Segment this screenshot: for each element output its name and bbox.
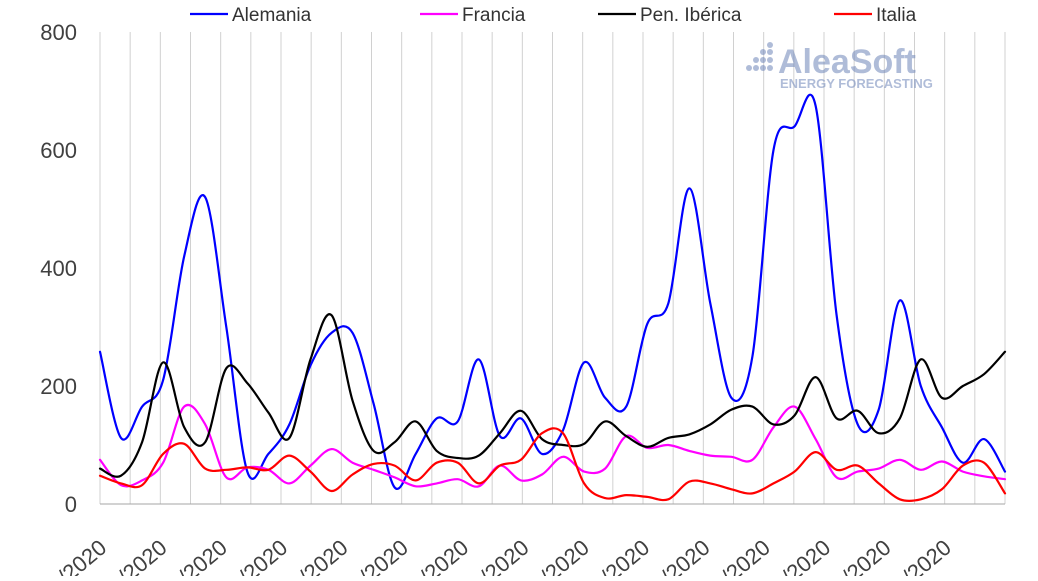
legend: Alemania Francia Pen. Ibérica Italia [190, 5, 917, 26]
x-tick-label: /2020 [113, 535, 171, 576]
x-tick-label: /2020 [415, 535, 473, 576]
x-tick-label: /2020 [475, 535, 533, 576]
x-tick-label: /2020 [294, 535, 352, 576]
series-line-alemania [98, 93, 1007, 491]
x-tick-label: /2020 [53, 535, 111, 576]
grid-lines [99, 32, 1006, 504]
x-tick-label: /2020 [656, 535, 714, 576]
y-tick-label: 400 [40, 256, 77, 281]
logo-dots-icon [746, 42, 773, 71]
y-tick-label: 600 [40, 138, 77, 163]
y-tick-label: 0 [65, 492, 77, 517]
logo-tagline: ENERGY FORECASTING [780, 76, 933, 91]
x-tick-label: /2020 [174, 535, 232, 576]
y-tick-label: 200 [40, 374, 77, 399]
series-line-italia [98, 427, 1007, 503]
series-line-pen-ib-rica [98, 313, 1007, 478]
legend-label-italia: Italia [876, 5, 917, 26]
x-tick-label: /2020 [898, 535, 956, 576]
aleasoft-logo: AleaSoft ENERGY FORECASTING [746, 42, 933, 91]
x-tick-label: /2020 [717, 535, 775, 576]
logo-brand: AleaSoft [778, 43, 916, 81]
y-tick-label: 800 [40, 20, 77, 45]
series-lines [98, 93, 1007, 503]
x-tick-label: /2020 [536, 535, 594, 576]
x-tick-label: /2020 [355, 535, 413, 576]
x-tick-label: /2020 [777, 535, 835, 576]
legend-label-pen-ib-rica: Pen. Ibérica [640, 5, 742, 26]
x-tick-label: /2020 [596, 535, 654, 576]
legend-label-francia: Francia [462, 5, 526, 26]
legend-label-alemania: Alemania [232, 5, 312, 26]
x-tick-label: /2020 [234, 535, 292, 576]
x-tick-label: /2020 [837, 535, 895, 576]
